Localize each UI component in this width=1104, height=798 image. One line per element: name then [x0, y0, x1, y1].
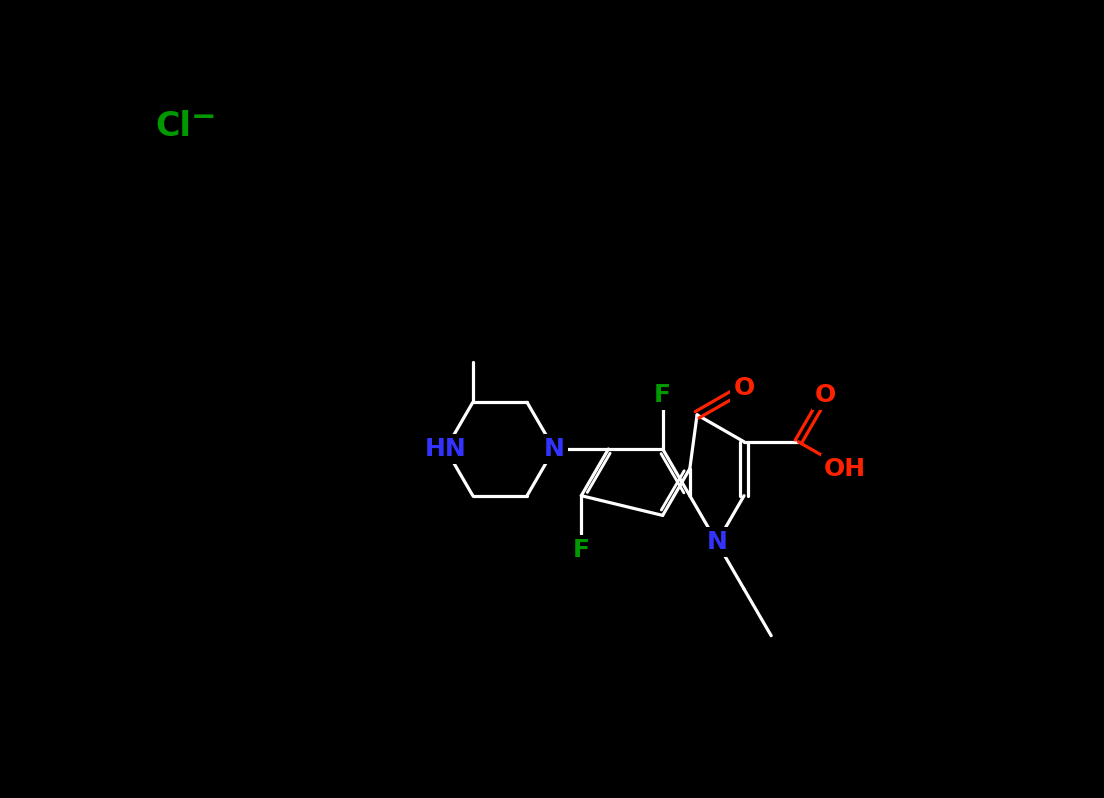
- Text: HN: HN: [425, 437, 467, 461]
- Text: F: F: [573, 538, 590, 562]
- Text: N: N: [544, 437, 564, 461]
- Text: N: N: [707, 531, 728, 555]
- Text: O: O: [815, 383, 836, 407]
- Text: F: F: [655, 383, 671, 407]
- Text: OH: OH: [825, 456, 867, 480]
- Text: Cl: Cl: [155, 110, 191, 143]
- Text: −: −: [191, 103, 216, 132]
- Text: O: O: [733, 376, 755, 400]
